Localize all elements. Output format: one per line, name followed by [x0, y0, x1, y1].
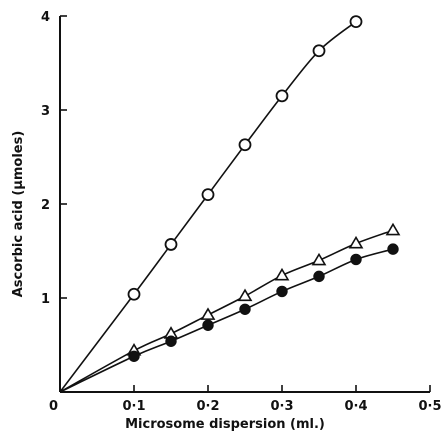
data-point-filled-circle — [239, 303, 251, 315]
data-point-open-circle — [201, 188, 215, 202]
data-point-filled-circle — [202, 319, 214, 331]
data-point-filled-circle — [387, 243, 399, 255]
y-tick-label: 4 — [41, 10, 50, 25]
data-point-open-triangle — [311, 252, 327, 266]
data-point-filled-circle — [128, 350, 140, 362]
y-tick-label: 2 — [41, 198, 50, 213]
data-point-open-circle — [349, 15, 363, 29]
data-point-open-triangle — [237, 288, 253, 302]
series-open-circle — [59, 15, 363, 393]
data-point-filled-circle — [313, 270, 325, 283]
data-point-open-circle — [275, 89, 289, 103]
axes — [59, 16, 430, 393]
series-filled-circle — [59, 243, 399, 393]
x-tick-label: 0·5 — [418, 399, 441, 414]
series-group — [59, 15, 401, 393]
data-point-open-triangle — [200, 307, 216, 320]
data-point-open-circle — [312, 44, 326, 58]
x-tick-label: 0·3 — [270, 399, 293, 414]
data-point-open-circle — [238, 138, 252, 152]
data-point-filled-circle — [350, 253, 362, 266]
data-point-filled-circle — [276, 285, 288, 298]
y-ticks: 1 2 3 4 — [41, 10, 67, 307]
x-ticks: 0 0·1 0·2 0·3 0·4 0·5 — [49, 385, 442, 414]
data-point-open-triangle — [385, 222, 401, 236]
data-point-filled-circle — [165, 335, 177, 347]
x-tick-label: 0 — [49, 399, 58, 414]
data-point-open-circle — [164, 238, 178, 251]
y-tick-label: 1 — [41, 292, 50, 307]
data-point-open-triangle — [348, 235, 364, 249]
series-line-open-circle — [59, 21, 357, 393]
x-axis-title: Microsome dispersion (ml.) — [125, 417, 325, 432]
y-tick-label: 3 — [41, 104, 50, 119]
series-line-filled-circle — [59, 248, 394, 393]
data-point-open-circle — [127, 287, 141, 301]
x-tick-label: 0·2 — [196, 399, 219, 414]
y-axis-title: Ascorbic acid (μmoles) — [11, 131, 26, 298]
data-point-open-triangle — [274, 267, 290, 281]
x-tick-label: 0·4 — [344, 399, 367, 414]
x-tick-label: 0·1 — [122, 399, 145, 414]
